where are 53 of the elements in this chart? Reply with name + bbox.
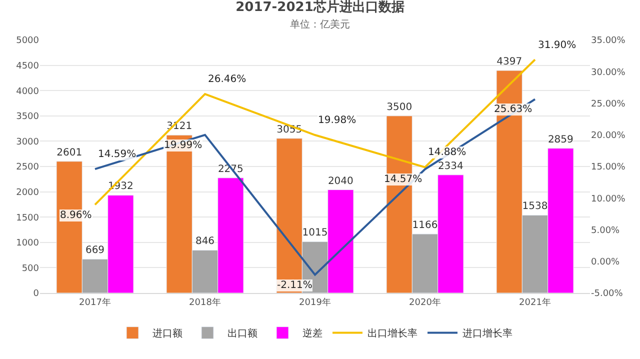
x-tick-label: 2020年 bbox=[409, 296, 441, 308]
y-tick-label: 2500 bbox=[16, 162, 40, 173]
x-tick-label: 2019年 bbox=[299, 296, 331, 308]
legend-label: 出口额 bbox=[228, 328, 258, 340]
y-tick-label: 2000 bbox=[16, 188, 40, 198]
data-label: 14.88% bbox=[428, 147, 466, 158]
y-tick-label: 1500 bbox=[16, 213, 40, 224]
legend-label: 出口增长率 bbox=[368, 328, 418, 340]
y-tick-label: 4500 bbox=[16, 61, 40, 72]
data-label: 1538 bbox=[522, 201, 548, 212]
y-tick-label: 1000 bbox=[16, 238, 40, 249]
data-label: 14.59% bbox=[98, 149, 136, 160]
y-tick-label: 4000 bbox=[16, 86, 40, 97]
data-label: 2334 bbox=[438, 160, 464, 172]
data-label: 3500 bbox=[386, 102, 412, 113]
data-label: 14.57% bbox=[384, 174, 422, 185]
data-label: 25.63% bbox=[494, 104, 532, 115]
y2-tick-label: 0.00% bbox=[591, 258, 620, 268]
y-tick-label: 3500 bbox=[16, 112, 40, 122]
data-label: 8.96% bbox=[60, 210, 92, 221]
data-label: 2859 bbox=[548, 134, 574, 146]
data-label: 26.46% bbox=[208, 74, 246, 85]
data-label: 2601 bbox=[56, 147, 82, 158]
y2-tick-label: 25.00% bbox=[591, 99, 626, 110]
data-label: 1166 bbox=[412, 220, 438, 231]
y2-tick-label: 20.00% bbox=[591, 131, 626, 142]
x-tick-label: 2021年 bbox=[519, 296, 551, 308]
legend-label: 逆差 bbox=[302, 328, 322, 340]
y2-tick-label: 35.00% bbox=[591, 36, 626, 46]
data-label: 1015 bbox=[302, 228, 328, 239]
data-label: 31.90% bbox=[538, 40, 576, 51]
data-label: 846 bbox=[195, 236, 215, 248]
chart-title: 2017-2021芯片进出口数据 bbox=[236, 0, 404, 15]
y2-tick-label: 15.00% bbox=[591, 162, 626, 173]
y-tick-label: 5000 bbox=[16, 36, 40, 46]
y2-tick-label: -5.00% bbox=[591, 289, 624, 300]
y-tick-label: 0 bbox=[33, 289, 40, 300]
data-label: 4397 bbox=[496, 56, 522, 68]
y-tick-label: 500 bbox=[22, 264, 40, 274]
x-tick-label: 2018年 bbox=[189, 296, 221, 308]
x-tick-label: 2017年 bbox=[79, 296, 111, 308]
legend-label: 进口额 bbox=[152, 328, 182, 340]
legend-label: 进口增长率 bbox=[462, 328, 512, 340]
data-label: 19.98% bbox=[318, 115, 356, 126]
y2-tick-label: 5.00% bbox=[591, 226, 620, 236]
data-label: 2040 bbox=[328, 176, 354, 187]
chart-subtitle: 单位：亿美元 bbox=[290, 18, 350, 31]
data-label: 669 bbox=[85, 245, 105, 256]
y-tick-label: 3000 bbox=[16, 137, 40, 148]
y2-tick-label: 10.00% bbox=[591, 194, 626, 204]
data-label: -2.11% bbox=[277, 280, 312, 291]
data-label: 19.99% bbox=[164, 140, 202, 151]
y2-tick-label: 30.00% bbox=[591, 68, 626, 78]
